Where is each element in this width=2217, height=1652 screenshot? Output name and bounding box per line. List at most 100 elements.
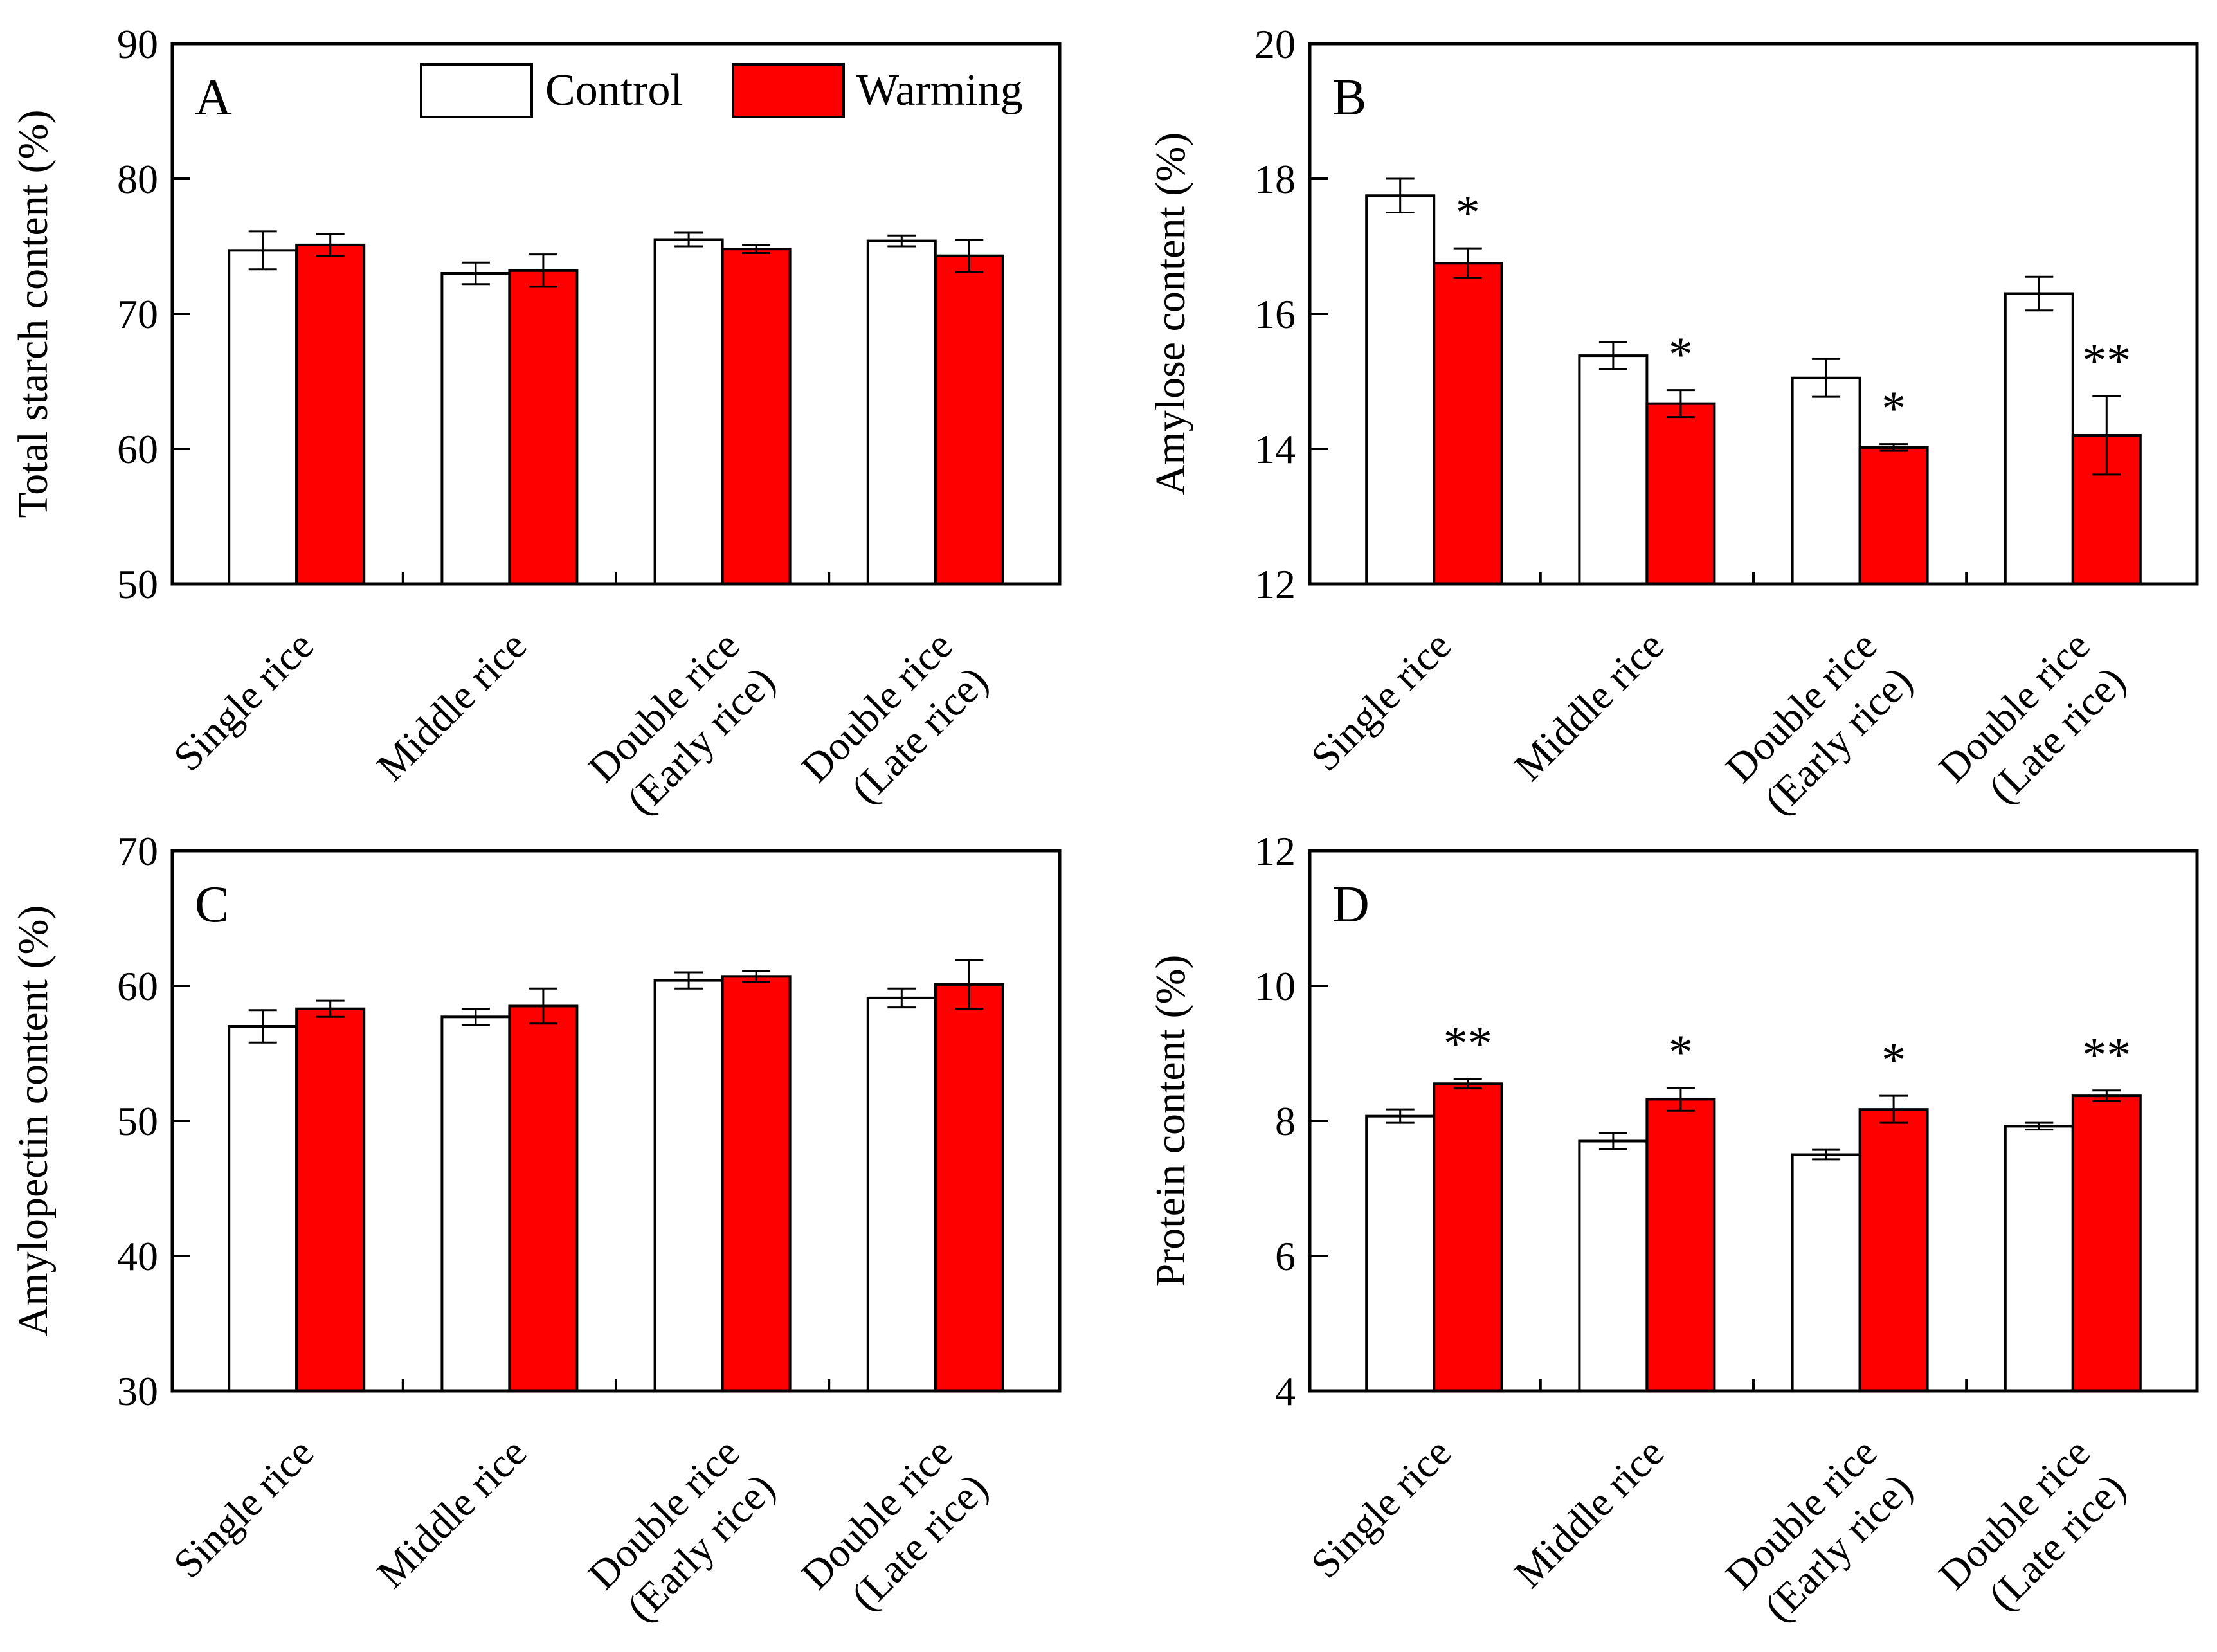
bar-control <box>653 238 724 585</box>
category-label: Single rice <box>1302 622 1460 780</box>
category-label: Middle rice <box>1505 622 1672 790</box>
significance-marker: ** <box>2082 1028 2131 1082</box>
bar-warming <box>1858 446 1929 586</box>
bar-warming <box>934 254 1004 585</box>
bar-control <box>228 249 298 585</box>
y-tick-label: 50 <box>117 561 158 607</box>
y-axis-title: Protein content (%) <box>1147 955 1194 1287</box>
category-label-line: Middle rice <box>1505 1430 1672 1597</box>
bar-warming <box>721 248 792 585</box>
significance-marker: * <box>1456 186 1480 240</box>
category-label-line: Middle rice <box>1505 622 1672 790</box>
plot-frame <box>170 849 1062 1393</box>
panel-letter: D <box>1332 876 1370 933</box>
y-tick-label: 50 <box>117 1098 158 1144</box>
bar-control <box>1791 1153 1861 1392</box>
category-label: Single rice <box>1302 1430 1460 1587</box>
legend-swatch-control <box>420 63 533 118</box>
panel-c: C 30 40 50 60 70 Amylopectin content (%) Single… <box>10 828 1062 1634</box>
y-tick-label: 60 <box>117 426 158 472</box>
bar-control <box>1365 1114 1436 1393</box>
bar-warming <box>1645 1098 1716 1393</box>
plot-frame <box>1308 42 2199 586</box>
bar-warming <box>295 243 366 585</box>
category-label-line: Single rice <box>1302 622 1460 780</box>
y-tick-label: 20 <box>1254 21 1296 67</box>
category-label: Double rice(Late rice) <box>1930 622 2134 827</box>
y-tick-label: 12 <box>1254 828 1296 874</box>
category-label: Single rice <box>165 622 322 780</box>
legend-label-warming: Warming <box>856 66 1023 115</box>
plot-frame <box>170 42 1062 586</box>
category-label-line: Single rice <box>1302 1430 1460 1587</box>
bar-control <box>1791 376 1861 585</box>
plot-frame <box>1308 849 2199 1393</box>
panel-letter: A <box>195 69 232 126</box>
category-label: Single rice <box>165 1430 322 1587</box>
bar-warming <box>1645 402 1716 586</box>
category-label: Double rice(Late rice) <box>792 622 997 827</box>
y-tick-label: 8 <box>1275 1098 1296 1144</box>
y-tick-label: 30 <box>117 1368 158 1414</box>
bar-control <box>866 239 937 586</box>
category-label: Double rice(Early rice) <box>1717 1430 1921 1634</box>
category-label: Double rice(Early rice) <box>579 622 784 827</box>
bar-control <box>1578 354 1649 585</box>
significance-marker: ** <box>1443 1017 1492 1071</box>
y-axis-title: Amylopectin content (%) <box>10 905 57 1337</box>
significance-marker: * <box>1669 1026 1693 1080</box>
bar-control <box>228 1025 298 1392</box>
bar-control <box>440 272 511 585</box>
y-tick-label: 60 <box>117 963 158 1009</box>
category-label: Double rice(Early rice) <box>579 1430 784 1634</box>
category-label: Double rice(Late rice) <box>1930 1430 2134 1634</box>
panel-letter: B <box>1332 69 1366 126</box>
category-label-line: Middle rice <box>368 1430 535 1597</box>
bar-warming <box>508 269 579 585</box>
y-tick-label: 40 <box>117 1233 158 1279</box>
y-tick-label: 10 <box>1254 963 1296 1009</box>
significance-marker: * <box>1881 1033 1906 1087</box>
bar-control <box>2004 292 2074 585</box>
panels: A 50 60 70 80 90 Total starch content (%) Singl… <box>10 21 2199 1634</box>
category-label-line: Middle rice <box>368 622 535 790</box>
y-axis-title: Amylose content (%) <box>1147 132 1194 496</box>
category-label: Double rice(Early rice) <box>1717 622 1921 827</box>
bar-warming <box>1433 262 1503 585</box>
bar-control <box>1578 1139 1649 1392</box>
category-label: Middle rice <box>368 622 535 790</box>
bar-warming <box>2071 1094 2142 1393</box>
y-axis-title: Total starch content (%) <box>10 110 57 518</box>
bar-control <box>1365 194 1436 585</box>
category-label: Middle rice <box>1505 1430 1672 1597</box>
y-tick-label: 4 <box>1275 1368 1296 1414</box>
category-label-line: Single rice <box>165 622 322 780</box>
bar-control <box>2004 1125 2074 1393</box>
y-tick-label: 80 <box>117 156 158 202</box>
y-tick-label: 14 <box>1254 426 1296 472</box>
bar-warming <box>1858 1108 1929 1393</box>
panel-a: A 50 60 70 80 90 Total starch content (%) Singl… <box>10 21 1062 827</box>
bar-warming <box>934 983 1004 1392</box>
bar-warming <box>295 1007 366 1392</box>
y-tick-label: 12 <box>1254 561 1296 607</box>
bar-warming <box>508 1004 579 1392</box>
legend: Control Warming <box>420 63 1023 118</box>
bar-warming <box>721 975 792 1393</box>
legend-label-control: Control <box>545 66 683 115</box>
y-tick-label: 70 <box>117 291 158 337</box>
y-tick-label: 6 <box>1275 1233 1296 1279</box>
significance-marker: ** <box>2082 334 2131 388</box>
category-label-line: Single rice <box>165 1430 322 1587</box>
bar-control <box>866 996 937 1392</box>
category-label: Middle rice <box>368 1430 535 1597</box>
y-tick-label: 16 <box>1254 291 1296 337</box>
panel-letter: C <box>195 876 229 933</box>
y-tick-label: 18 <box>1254 156 1296 202</box>
significance-marker: * <box>1881 382 1906 436</box>
legend-swatch-warming <box>732 63 845 118</box>
y-tick-label: 90 <box>117 21 158 67</box>
bar-control <box>440 1015 511 1393</box>
